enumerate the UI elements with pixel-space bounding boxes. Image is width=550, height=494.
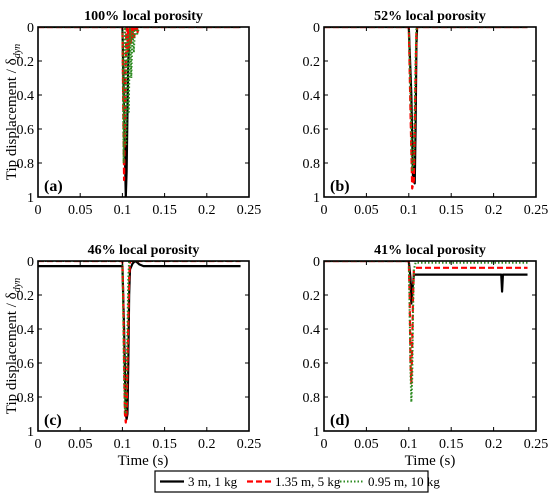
series-line-3 — [38, 27, 241, 164]
y-axis-label: Tip displacement / δdyn — [4, 278, 23, 414]
y-tick-label: 0.6 — [303, 123, 321, 138]
y-tick-label: 1 — [27, 425, 34, 440]
y-tick-label: 0.4 — [17, 89, 35, 104]
x-tick-label: 0.05 — [354, 203, 379, 218]
y-tick-label: 1 — [313, 191, 320, 206]
y-tick-label: 0 — [27, 21, 34, 36]
panel-title: 41% local porosity — [374, 243, 486, 258]
panel-label: (b) — [330, 178, 350, 195]
x-tick-label: 0 — [321, 203, 328, 218]
x-tick-label: 0.2 — [198, 203, 216, 218]
y-axis-label: Tip displacement / δdyn — [4, 44, 23, 180]
series-line-3 — [324, 261, 528, 404]
y-tick-label: 0.2 — [17, 289, 35, 304]
y-tick-label: 0.4 — [17, 323, 35, 338]
plot-frame — [37, 26, 250, 198]
panel-label: (c) — [44, 412, 62, 429]
x-tick-label: 0.05 — [354, 437, 379, 452]
x-tick-label: 0.05 — [68, 203, 93, 218]
x-tick-label: 0.25 — [237, 203, 262, 218]
x-axis-label: Time (s) — [118, 453, 169, 469]
series-line-2 — [324, 261, 528, 385]
legend-box — [154, 470, 429, 493]
plot-frame — [323, 260, 537, 432]
panel-label: (a) — [44, 178, 63, 195]
series-line-1 — [38, 27, 241, 197]
y-tick-label: 0 — [27, 255, 34, 270]
x-tick-label: 0.25 — [237, 437, 262, 452]
x-tick-label: 0.05 — [68, 437, 93, 452]
panel-c: 0 0.05 0.1 0.15 0.2 0.25 0 0.2 0.4 0.6 0.8 1 46% loc… — [17, 243, 262, 452]
series-line-1 — [324, 261, 528, 305]
x-tick-label: 0.15 — [152, 203, 177, 218]
y-tick-label: 1 — [313, 425, 320, 440]
series-line-2 — [38, 27, 241, 182]
y-tick-label: 0 — [313, 21, 320, 36]
y-tick-label: 0.2 — [303, 289, 321, 304]
series-line-1 — [324, 27, 528, 185]
x-tick-label: 0.25 — [524, 437, 549, 452]
x-tick-label: 0.1 — [400, 437, 418, 452]
y-tick-label: 0.8 — [17, 391, 35, 406]
legend-label: 3 m, 1 kg — [188, 474, 238, 489]
y-tick-label: 0.8 — [303, 391, 321, 406]
panel-title: 100% local porosity — [84, 9, 203, 24]
x-tick-label: 0.2 — [198, 437, 216, 452]
x-tick-label: 0 — [321, 437, 328, 452]
x-tick-label: 0.15 — [152, 437, 177, 452]
series-line-2 — [324, 27, 528, 190]
panel-a: 0 0.05 0.1 0.15 0.2 0.25 0 0.2 0.4 0.6 0.8 1 100% lo… — [17, 9, 262, 218]
y-tick-label: 0 — [313, 255, 320, 270]
y-tick-label: 0.4 — [303, 323, 321, 338]
x-tick-label: 0.2 — [485, 437, 503, 452]
x-tick-label: 0.1 — [114, 437, 132, 452]
plot-frame — [323, 26, 537, 198]
series-line-3 — [38, 261, 241, 415]
y-tick-label: 0.8 — [303, 157, 321, 172]
x-tick-label: 0.15 — [439, 203, 464, 218]
series-line-2 — [38, 261, 241, 424]
x-tick-label: 0 — [35, 437, 42, 452]
panel-title: 52% local porosity — [374, 9, 486, 24]
y-tick-label: 0.8 — [17, 157, 35, 172]
legend-label: 0.95 m, 10 kg — [368, 474, 440, 489]
y-tick-label: 1 — [27, 191, 34, 206]
series-line-1 — [38, 261, 241, 421]
x-axis-label: Time (s) — [405, 453, 456, 469]
y-tick-label: 0.6 — [303, 357, 321, 372]
y-tick-label: 0.2 — [303, 55, 321, 70]
x-tick-label: 0 — [35, 203, 42, 218]
x-tick-label: 0.2 — [485, 203, 503, 218]
panel-title: 46% local porosity — [88, 243, 200, 258]
y-tick-label: 0.6 — [17, 357, 35, 372]
panel-label: (d) — [330, 412, 350, 429]
x-tick-label: 0.1 — [400, 203, 418, 218]
y-tick-label: 0.4 — [303, 89, 321, 104]
x-tick-label: 0.1 — [114, 203, 132, 218]
y-tick-label: 0.6 — [17, 123, 35, 138]
legend-label: 1.35 m, 5 kg — [275, 474, 341, 489]
x-tick-label: 0.25 — [524, 203, 549, 218]
panel-d: 0 0.05 0.1 0.15 0.2 0.25 0 0.2 0.4 0.6 0.8 1 41% loc… — [303, 243, 549, 452]
series-line-3 — [324, 27, 528, 173]
y-tick-label: 0.2 — [17, 55, 35, 70]
plot-frame — [37, 260, 250, 432]
x-tick-label: 0.15 — [439, 437, 464, 452]
legend: 3 m, 1 kg 1.35 m, 5 kg 0.95 m, 10 kg — [154, 470, 440, 493]
panel-b: 0 0.05 0.1 0.15 0.2 0.25 0 0.2 0.4 0.6 0.8 1 52% loc… — [303, 9, 549, 218]
